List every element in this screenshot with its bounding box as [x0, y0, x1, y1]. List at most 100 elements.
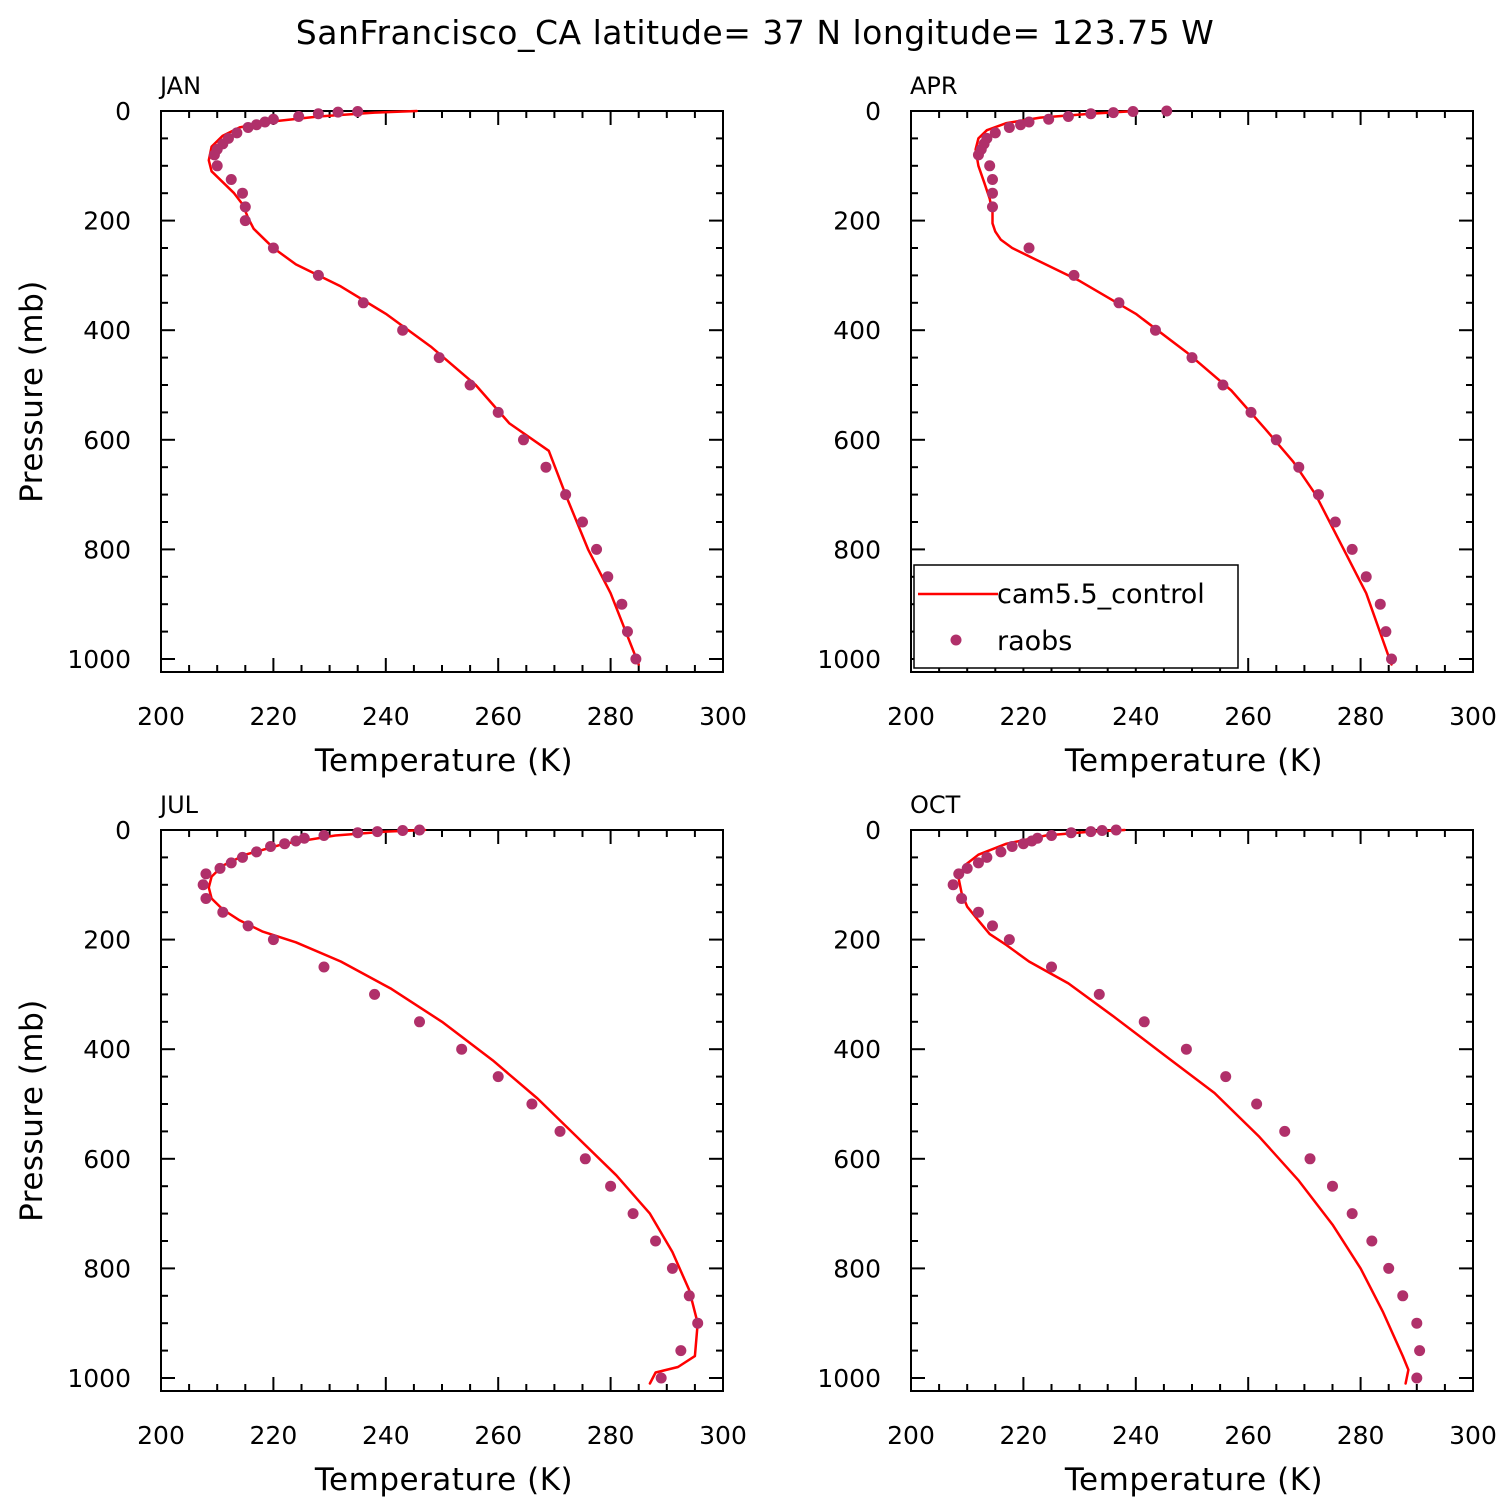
data-point-raobs — [956, 893, 968, 904]
x-tick-label: 240 — [362, 702, 410, 731]
data-point-raobs — [1110, 824, 1122, 836]
panel-label: JUL — [158, 791, 199, 819]
panel-label: JAN — [158, 72, 201, 100]
data-point-raobs — [986, 187, 998, 199]
x-tick-label: 300 — [699, 1421, 747, 1450]
x-tick-label: 220 — [250, 702, 298, 731]
data-point-raobs — [1068, 269, 1080, 281]
data-point-raobs — [352, 827, 364, 839]
data-point-raobs — [621, 626, 633, 638]
data-point-raobs — [290, 835, 302, 847]
y-tick-label: 800 — [83, 1254, 131, 1283]
data-point-raobs — [1386, 653, 1398, 665]
y-tick-label: 200 — [83, 207, 131, 236]
data-point-raobs — [214, 862, 226, 874]
data-point-raobs — [267, 113, 279, 125]
data-point-raobs — [1346, 1208, 1358, 1220]
data-point-raobs — [989, 127, 1001, 139]
legend-label-obs: raobs — [997, 626, 1072, 657]
panel-jan: 200 220 240 260 280 300 0 200 400 600 800 1000 JAN Te… — [14, 72, 747, 779]
y-tick-label: 600 — [83, 426, 131, 455]
x-tick-label: 280 — [1337, 702, 1385, 731]
y-tick-label: 0 — [865, 816, 881, 845]
x-tick-label: 240 — [1112, 1421, 1160, 1450]
plot-frame — [160, 829, 724, 1392]
data-point-raobs — [986, 174, 998, 185]
data-point-raobs — [357, 297, 369, 309]
data-point-raobs — [986, 201, 998, 213]
data-point-raobs — [591, 543, 603, 555]
panel-label: OCT — [910, 791, 961, 819]
y-tick-label: 400 — [833, 316, 881, 345]
panel-oct: 200 220 240 260 280 300 0 200 400 600 800 1000 OCT Te… — [817, 791, 1496, 1498]
data-point-raobs — [464, 379, 476, 391]
legend-box — [913, 564, 1239, 669]
data-point-raobs — [953, 868, 965, 880]
data-point-raobs — [1003, 121, 1015, 133]
y-tick-label: 1000 — [67, 1364, 131, 1393]
data-point-raobs — [972, 857, 984, 869]
x-axis-label: Temperature (K) — [314, 743, 573, 779]
series-line-cam5.5_control — [957, 828, 1410, 1385]
data-point-raobs — [577, 516, 588, 528]
x-tick-label: 260 — [474, 702, 522, 731]
data-point-raobs — [225, 857, 237, 869]
data-point-raobs — [397, 825, 409, 837]
panel-label: APR — [910, 72, 958, 100]
data-point-raobs — [1085, 108, 1097, 120]
data-point-raobs — [236, 851, 248, 863]
data-point-raobs — [1026, 835, 1038, 847]
data-point-raobs — [267, 934, 279, 946]
x-tick-label: 200 — [137, 1421, 185, 1450]
data-point-raobs — [371, 826, 383, 838]
data-point-raobs — [312, 269, 324, 281]
data-point-raobs — [298, 832, 310, 844]
data-point-raobs — [236, 187, 248, 199]
data-point-raobs — [242, 121, 254, 133]
data-point-raobs — [456, 1043, 468, 1055]
data-point-raobs — [1127, 106, 1139, 118]
y-tick-label: 800 — [833, 535, 881, 564]
data-point-raobs — [675, 1345, 687, 1357]
x-axis-label: Temperature (K) — [314, 1462, 573, 1498]
data-point-raobs — [492, 1071, 504, 1083]
data-point-raobs — [1312, 489, 1324, 501]
data-point-raobs — [1346, 543, 1358, 555]
data-point-raobs — [1411, 1317, 1423, 1329]
data-point-raobs — [211, 160, 223, 172]
x-tick-label: 220 — [250, 1421, 298, 1450]
panel-jul: 200 220 240 260 280 300 0 200 400 600 800 1000 JUL Te… — [14, 791, 747, 1498]
y-tick-label: 600 — [83, 1145, 131, 1174]
data-point-raobs — [352, 106, 364, 118]
legend-label-model: cam5.5_control — [997, 579, 1205, 610]
data-point-raobs — [1093, 988, 1105, 1000]
data-point-raobs — [208, 149, 220, 161]
data-point-raobs — [200, 893, 212, 904]
data-point-raobs — [540, 461, 552, 473]
data-point-raobs — [1245, 406, 1257, 418]
data-point-raobs — [1161, 105, 1173, 117]
data-point-raobs — [1096, 825, 1108, 837]
data-point-raobs — [1270, 434, 1282, 446]
data-point-raobs — [197, 879, 209, 891]
legend-marker-swatch — [950, 634, 962, 646]
data-point-raobs — [1360, 571, 1372, 583]
data-point-raobs — [265, 840, 277, 852]
x-tick-label: 280 — [1337, 1421, 1385, 1450]
data-point-raobs — [1304, 1153, 1316, 1165]
data-point-raobs — [1149, 324, 1161, 336]
x-tick-label: 260 — [1224, 702, 1272, 731]
data-point-raobs — [1003, 934, 1015, 946]
data-point-raobs — [1046, 829, 1057, 841]
panel-apr: 200 220 240 260 280 300 0 200 400 600 800 1000 APR Te… — [817, 72, 1496, 779]
y-tick-label: 1000 — [817, 1364, 881, 1393]
data-point-raobs — [986, 920, 998, 932]
data-point-raobs — [1113, 297, 1125, 309]
y-tick-label: 800 — [83, 535, 131, 564]
data-point-raobs — [1023, 116, 1035, 128]
data-point-raobs — [251, 846, 263, 858]
data-point-raobs — [242, 920, 254, 932]
data-point-raobs — [666, 1262, 678, 1274]
x-tick-label: 220 — [1000, 702, 1048, 731]
